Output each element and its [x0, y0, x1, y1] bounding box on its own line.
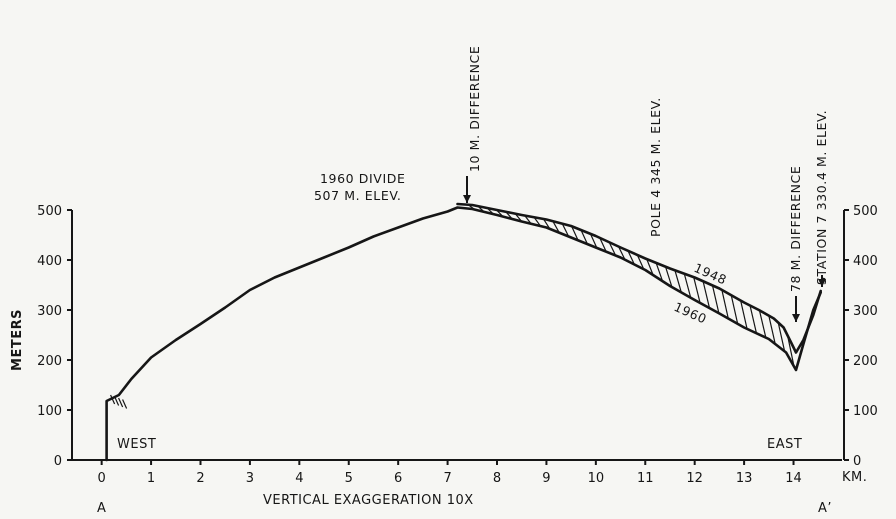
station-arrow-head	[818, 279, 826, 287]
x-tick-label: 5	[345, 471, 353, 486]
exaggeration-note: VERTICAL EXAGGERATION 10X	[263, 493, 474, 508]
divide-elevation-label: 507 M. ELEV.	[314, 188, 401, 203]
hatch-stroke	[768, 315, 776, 345]
x-tick-label: 2	[196, 471, 204, 486]
difference-hatching	[467, 204, 795, 367]
y-tick-label-left: 0	[54, 454, 62, 469]
ice-edge-mark	[118, 397, 124, 408]
divide-label: 1960 DIVIDE	[320, 171, 405, 186]
hatch-stroke	[618, 246, 626, 261]
y-tick-label-left: 400	[37, 254, 62, 269]
hatch-stroke	[627, 250, 635, 265]
y-tick-label-right: 0	[853, 454, 861, 469]
x-tick-label: 12	[686, 471, 703, 486]
y-tick-label-right: 500	[853, 204, 878, 219]
y-tick-label-left: 200	[37, 354, 62, 369]
x-tick-label: 8	[493, 471, 501, 486]
hatch-stroke	[580, 229, 588, 245]
hatch-stroke	[589, 233, 598, 249]
hatch-stroke	[561, 223, 570, 237]
ice-edge-mark	[114, 396, 120, 406]
east-difference-arrow-head	[792, 314, 800, 322]
y-tick-label-right: 400	[853, 254, 878, 269]
y-tick-label-left: 500	[37, 204, 62, 219]
axes-group	[71, 210, 845, 461]
y-tick-label-right: 200	[853, 354, 878, 369]
x-tick-label: 1	[147, 471, 155, 486]
pole-label: POLE 4 345 M. ELEV.	[648, 97, 663, 237]
hatch-stroke	[646, 258, 654, 276]
x-tick-label: 9	[542, 471, 550, 486]
east-label: EAST	[767, 437, 802, 452]
hatch-stroke	[655, 262, 664, 282]
hatch-stroke	[636, 254, 645, 270]
x-tick-label: 4	[295, 471, 303, 486]
series-line-1948	[456, 202, 822, 354]
hatch-stroke	[758, 310, 767, 338]
series-line-1960	[105, 206, 822, 462]
x-tick-label: 6	[394, 471, 402, 486]
hatch-stroke	[787, 335, 795, 367]
hatch-stroke	[777, 322, 786, 352]
x-tick-label: 11	[637, 471, 654, 486]
hatch-stroke	[721, 289, 729, 319]
hatch-stroke	[674, 270, 682, 293]
hatch-stroke	[608, 241, 617, 256]
series-label-1960: 1960	[672, 299, 709, 327]
hatch-stroke	[552, 220, 560, 233]
ice-edge-mark	[110, 394, 116, 405]
x-tick-label: 0	[98, 471, 106, 486]
y-tick-label-left: 300	[37, 304, 62, 319]
hatch-stroke	[571, 225, 579, 241]
series-group	[105, 202, 822, 462]
y-tick-label-right: 300	[853, 304, 878, 319]
hatch-stroke	[740, 300, 748, 330]
y-axis-label: METERS	[10, 309, 25, 371]
hatch-stroke	[683, 273, 692, 298]
hatch-stroke	[599, 237, 607, 252]
x-tick-label: 13	[736, 471, 753, 486]
hatch-stroke	[664, 266, 673, 288]
x-tick-label: 10	[588, 471, 605, 486]
x-tick-label: 3	[246, 471, 254, 486]
station-label: STATION 7 330.4 M. ELEV.	[814, 110, 829, 285]
east-difference-label: 78 M. DIFFERENCE	[788, 166, 803, 292]
hatch-stroke	[749, 305, 758, 334]
ice-edge-mark	[122, 399, 128, 409]
hatch-stroke	[711, 285, 720, 314]
section-end-label: A’	[818, 501, 832, 516]
x-tick-label: 14	[785, 471, 802, 486]
annotation-arrows	[110, 176, 826, 409]
section-start-label: A	[97, 501, 106, 516]
west-label: WEST	[117, 437, 156, 452]
y-tick-label-left: 100	[37, 404, 62, 419]
y-tick-label-right: 100	[853, 404, 878, 419]
divide-difference-label: 10 M. DIFFERENCE	[467, 46, 482, 172]
hatch-stroke	[702, 281, 711, 309]
x-tick-label: 7	[443, 471, 451, 486]
x-axis-unit-label: KM.	[842, 470, 867, 485]
hatch-stroke	[730, 295, 739, 324]
divide-arrow-head	[463, 195, 471, 203]
hatch-stroke	[693, 276, 701, 304]
